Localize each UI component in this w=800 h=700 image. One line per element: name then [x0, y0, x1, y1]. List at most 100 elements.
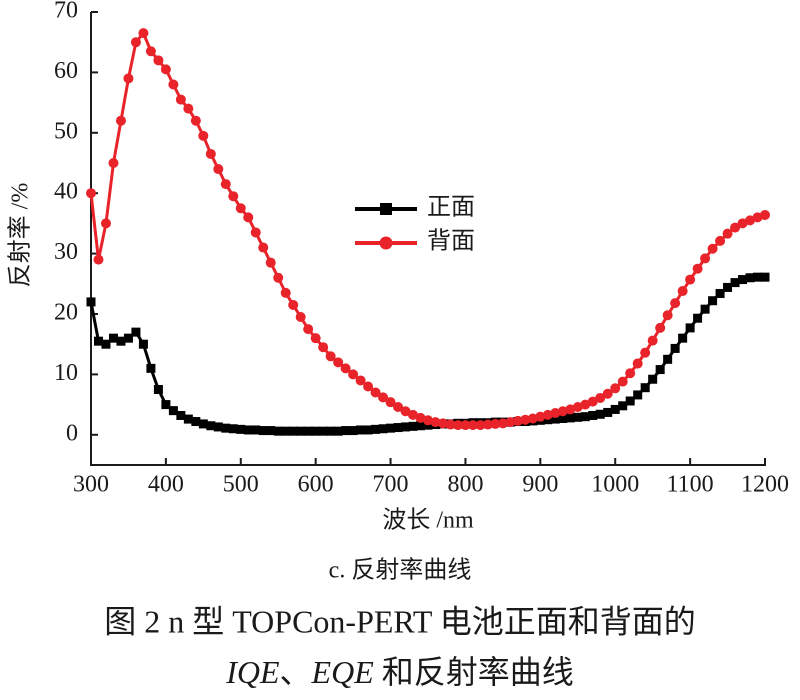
- marker: [160, 64, 171, 75]
- marker: [760, 272, 770, 282]
- marker: [281, 426, 291, 436]
- marker: [678, 333, 688, 343]
- marker: [723, 282, 733, 292]
- marker: [266, 426, 276, 436]
- marker: [93, 254, 104, 265]
- marker: [535, 411, 546, 422]
- marker: [243, 425, 253, 435]
- marker: [138, 28, 149, 39]
- marker: [423, 415, 433, 426]
- marker: [730, 222, 741, 233]
- marker: [475, 420, 486, 431]
- marker: [311, 426, 321, 436]
- marker: [588, 410, 598, 420]
- marker: [550, 408, 561, 419]
- marker: [198, 130, 209, 141]
- marker: [363, 425, 373, 435]
- marker: [670, 298, 681, 309]
- marker: [482, 419, 493, 430]
- marker: [693, 313, 703, 323]
- marker: [228, 191, 239, 202]
- marker: [258, 426, 268, 436]
- marker: [273, 426, 283, 436]
- marker: [326, 426, 336, 436]
- x-tick-label: 700: [373, 472, 409, 498]
- marker: [640, 383, 650, 393]
- marker: [235, 203, 246, 214]
- marker: [108, 158, 119, 168]
- marker: [573, 412, 583, 422]
- y-tick-label: 40: [54, 179, 78, 205]
- legend-label: 背面: [427, 228, 475, 255]
- marker: [745, 273, 755, 283]
- x-tick-label: 400: [148, 472, 184, 498]
- marker: [655, 365, 665, 375]
- marker: [700, 253, 711, 264]
- series-line: [89, 275, 765, 433]
- marker: [708, 296, 718, 306]
- marker: [677, 286, 688, 297]
- marker: [288, 426, 298, 436]
- y-tick-label: 30: [54, 239, 78, 265]
- marker: [610, 383, 621, 394]
- x-tick-label: 900: [522, 472, 558, 498]
- marker: [378, 424, 388, 434]
- marker: [198, 419, 208, 429]
- marker: [101, 339, 111, 349]
- marker: [580, 412, 590, 422]
- marker: [640, 347, 651, 358]
- marker: [379, 236, 393, 250]
- marker: [363, 381, 374, 392]
- marker: [93, 336, 103, 346]
- marker: [715, 288, 725, 298]
- marker: [692, 263, 703, 274]
- marker: [318, 426, 328, 436]
- x-axis-label: 波长 /nm: [382, 507, 474, 534]
- marker: [722, 228, 733, 239]
- marker: [348, 426, 358, 436]
- marker: [325, 351, 336, 362]
- marker: [385, 397, 396, 408]
- marker: [512, 415, 523, 426]
- marker: [738, 275, 748, 285]
- marker: [168, 406, 178, 416]
- caption-part: 、: [280, 654, 312, 690]
- marker: [595, 392, 606, 403]
- marker: [273, 272, 284, 283]
- marker: [663, 354, 673, 364]
- marker: [145, 46, 156, 57]
- marker: [243, 212, 254, 223]
- marker: [153, 385, 163, 394]
- marker: [318, 342, 329, 353]
- marker: [370, 387, 381, 398]
- marker: [176, 410, 186, 420]
- y-tick-label: 60: [54, 58, 78, 84]
- marker: [380, 203, 392, 215]
- marker: [685, 274, 696, 285]
- marker: [550, 414, 560, 424]
- marker: [557, 406, 568, 417]
- x-tick-label: 600: [298, 472, 334, 498]
- marker: [303, 426, 313, 436]
- marker: [386, 423, 396, 433]
- marker: [340, 363, 351, 374]
- marker: [445, 419, 456, 430]
- marker: [288, 299, 299, 310]
- y-tick-label: 50: [54, 118, 78, 144]
- marker: [153, 55, 164, 66]
- marker: [333, 426, 343, 436]
- marker: [497, 418, 508, 429]
- marker: [183, 414, 193, 424]
- marker: [108, 333, 118, 343]
- subtitle: c. 反射率曲线: [329, 557, 472, 584]
- marker: [737, 218, 748, 229]
- marker: [603, 407, 613, 417]
- y-axis-label: 反射率 /%: [7, 183, 34, 288]
- marker: [430, 417, 441, 428]
- marker: [565, 413, 575, 423]
- marker: [371, 424, 381, 434]
- marker: [130, 37, 141, 48]
- marker: [115, 115, 126, 126]
- marker: [625, 368, 636, 379]
